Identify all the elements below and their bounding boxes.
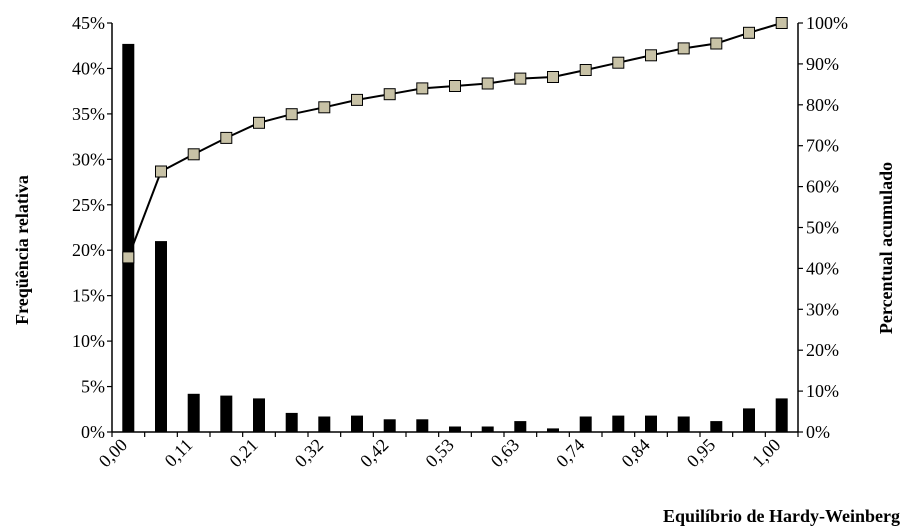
y-left-tick-label: 35%: [72, 104, 105, 124]
bar-16: [645, 415, 657, 432]
y-left-tick-label: 5%: [81, 377, 105, 397]
line-point-20: [775, 17, 788, 29]
line-point-1: [155, 165, 167, 178]
bar-0: [122, 43, 135, 433]
bar-14: [579, 416, 592, 432]
line-point-4: [253, 116, 265, 129]
y-left-tick-label: 25%: [72, 195, 105, 215]
y-right-tick-label: 20%: [806, 340, 839, 360]
x-axis-title: Equilíbrio de Hardy-Weinberg: [663, 506, 900, 526]
bar-2: [187, 393, 200, 432]
line-point-9: [416, 82, 429, 95]
bar-8: [383, 419, 396, 432]
x-tick-label: 0,32: [291, 435, 327, 471]
line-point-12: [514, 72, 527, 85]
x-tick-label: 0,84: [617, 435, 653, 471]
bar-12: [514, 421, 527, 432]
bar-11: [481, 426, 494, 432]
line-point-10: [449, 80, 461, 92]
line-point-8: [383, 88, 396, 101]
bar-9: [416, 419, 429, 432]
y-left-tick-label: 20%: [72, 240, 105, 260]
bar-18: [710, 421, 723, 432]
x-tick-label: 0,53: [421, 435, 457, 471]
x-tick-label: 0,11: [161, 435, 197, 471]
y-left-tick-label: 15%: [72, 286, 105, 306]
line-point-16: [645, 49, 657, 62]
y-left-tick-label: 30%: [72, 149, 105, 169]
y-right-tick-label: 70%: [806, 136, 839, 156]
x-tick-label: 0,63: [487, 435, 523, 471]
bar-series: [122, 43, 788, 433]
line-point-7: [351, 93, 363, 106]
line-point-3: [220, 131, 233, 144]
cumulative-line-series: [122, 17, 788, 264]
y-right-tick-label: 90%: [806, 54, 839, 74]
bar-19: [743, 408, 755, 432]
y-left-tick-label: 0%: [81, 422, 105, 442]
y-left-tick-label: 10%: [72, 331, 105, 351]
y-right-tick-label: 100%: [806, 13, 848, 33]
bar-1: [155, 241, 167, 432]
line-point-15: [612, 56, 625, 69]
x-tick-label: 1,00: [748, 435, 784, 471]
bar-17: [677, 416, 690, 432]
bar-10: [449, 426, 461, 432]
line-point-6: [318, 101, 331, 114]
y-axis-left-title: Freqüência relativa: [12, 175, 32, 325]
line-point-19: [743, 26, 755, 39]
line-point-2: [187, 148, 200, 161]
y-right-tick-label: 10%: [806, 381, 839, 401]
bar-20: [775, 398, 788, 432]
y-left-tick-label: 40%: [72, 58, 105, 78]
line-point-5: [285, 108, 298, 121]
bar-5: [285, 412, 298, 432]
bar-3: [220, 395, 233, 432]
line-point-14: [579, 64, 592, 76]
x-tick-label: 0,74: [552, 435, 588, 471]
bar-15: [612, 415, 625, 432]
x-tick-label: 0,42: [356, 435, 392, 471]
y-right-tick-label: 80%: [806, 95, 839, 115]
line-point-18: [710, 37, 723, 50]
y-right-tick-label: 40%: [806, 258, 839, 278]
bar-6: [318, 416, 331, 432]
y-right-tick-label: 60%: [806, 177, 839, 197]
y-axis-right-title: Percentual acumulado: [876, 162, 896, 334]
bar-13: [547, 428, 559, 432]
y-right-tick-label: 0%: [806, 422, 830, 442]
x-tick-label: 0,21: [225, 435, 261, 471]
y-right-tick-label: 30%: [806, 299, 839, 319]
x-tick-label: 0,95: [683, 435, 719, 471]
bar-7: [351, 415, 363, 432]
y-right-tick-label: 50%: [806, 218, 839, 238]
bar-4: [253, 398, 265, 432]
axes: [107, 22, 803, 437]
line-point-17: [677, 42, 690, 55]
y-left-tick-label: 45%: [72, 13, 105, 33]
line-point-11: [481, 77, 494, 90]
line-point-0: [122, 251, 135, 264]
line-point-13: [547, 71, 559, 83]
